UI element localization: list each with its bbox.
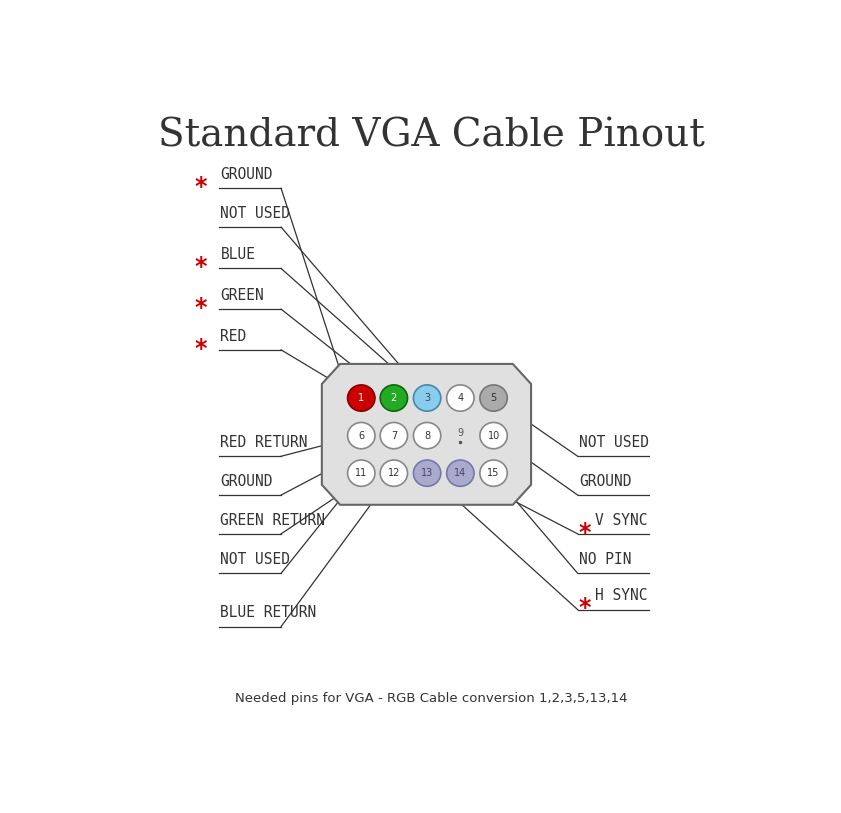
- Text: 9: 9: [458, 428, 463, 438]
- Circle shape: [347, 385, 375, 411]
- Text: 3: 3: [424, 393, 430, 403]
- Text: NOT USED: NOT USED: [220, 552, 290, 567]
- Text: 2: 2: [391, 393, 397, 403]
- Circle shape: [480, 423, 507, 449]
- Circle shape: [447, 460, 474, 486]
- Text: GREEN RETURN: GREEN RETURN: [220, 513, 325, 528]
- Text: GROUND: GROUND: [579, 474, 632, 489]
- Text: 12: 12: [388, 468, 400, 478]
- Text: V SYNC: V SYNC: [595, 513, 647, 528]
- Text: 6: 6: [358, 431, 364, 441]
- Text: NOT USED: NOT USED: [579, 435, 649, 450]
- Text: 15: 15: [488, 468, 500, 478]
- Text: *: *: [194, 175, 207, 199]
- Text: 14: 14: [454, 468, 467, 478]
- Circle shape: [380, 460, 408, 486]
- Text: Needed pins for VGA - RGB Cable conversion 1,2,3,5,13,14: Needed pins for VGA - RGB Cable conversi…: [235, 692, 627, 705]
- Circle shape: [447, 385, 474, 411]
- Text: NO PIN: NO PIN: [579, 552, 632, 567]
- Text: *: *: [579, 597, 591, 620]
- Text: GREEN: GREEN: [220, 288, 264, 303]
- Text: BLUE: BLUE: [220, 247, 256, 263]
- Text: 7: 7: [391, 431, 397, 441]
- Circle shape: [480, 385, 507, 411]
- Text: NOT USED: NOT USED: [220, 206, 290, 221]
- Circle shape: [347, 423, 375, 449]
- Circle shape: [480, 460, 507, 486]
- Circle shape: [380, 385, 408, 411]
- Text: H SYNC: H SYNC: [595, 589, 647, 603]
- Text: RED: RED: [220, 328, 246, 344]
- Circle shape: [347, 460, 375, 486]
- Text: 10: 10: [488, 431, 500, 441]
- Circle shape: [414, 460, 441, 486]
- Text: 5: 5: [490, 393, 497, 403]
- Text: *: *: [579, 520, 591, 545]
- Circle shape: [414, 385, 441, 411]
- Text: 8: 8: [424, 431, 430, 441]
- Text: 4: 4: [458, 393, 463, 403]
- Polygon shape: [322, 364, 531, 505]
- Text: BLUE RETURN: BLUE RETURN: [220, 605, 317, 620]
- Circle shape: [414, 423, 441, 449]
- Text: 11: 11: [355, 468, 368, 478]
- Text: *: *: [194, 296, 207, 320]
- Text: *: *: [194, 255, 207, 279]
- Text: 13: 13: [421, 468, 433, 478]
- Text: 1: 1: [358, 393, 364, 403]
- Text: *: *: [194, 337, 207, 361]
- Text: GROUND: GROUND: [220, 474, 273, 489]
- Text: GROUND: GROUND: [220, 167, 273, 182]
- Text: Standard VGA Cable Pinout: Standard VGA Cable Pinout: [157, 118, 705, 154]
- Circle shape: [380, 423, 408, 449]
- Text: RED RETURN: RED RETURN: [220, 435, 308, 450]
